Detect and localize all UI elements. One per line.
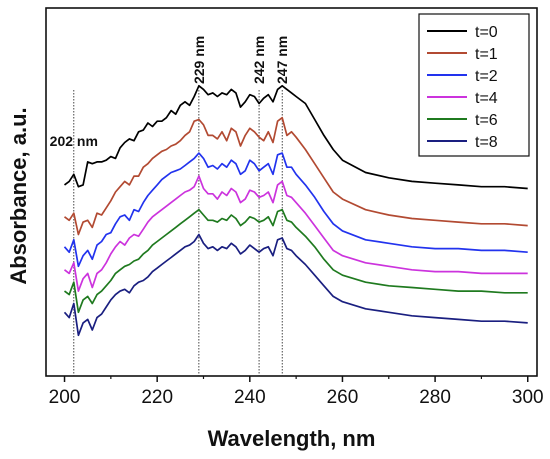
- legend-label: t=1: [475, 46, 498, 63]
- x-tick-label: 300: [512, 387, 544, 408]
- legend-label: t=0: [475, 24, 498, 41]
- x-tick-label: 200: [49, 387, 81, 408]
- series-line-t2: [63, 152, 528, 268]
- legend: t=0 t=1 t=2 t=4 t=6 t=8: [418, 13, 530, 157]
- series-line-t4: [63, 175, 528, 292]
- series-line-t8: [63, 233, 528, 337]
- peak-label: 242 nm: [251, 36, 267, 84]
- peak-label: 247 nm: [274, 36, 290, 84]
- legend-label: t=6: [475, 112, 498, 129]
- series-line-t6: [63, 208, 528, 314]
- series-line-t0: [63, 84, 528, 190]
- x-tick-label: 280: [419, 387, 451, 408]
- plot-frame: [45, 7, 538, 377]
- legend-label: t=8: [475, 134, 498, 151]
- peak-label: 229 nm: [191, 36, 207, 84]
- legend-label: t=2: [475, 68, 498, 85]
- x-tick-label: 260: [327, 387, 359, 408]
- x-tick-label: 240: [234, 387, 266, 408]
- peak-label: 202 nm: [50, 133, 98, 149]
- y-axis-title: Absorbance, a.u.: [6, 107, 31, 284]
- x-axis-title: Wavelength, nm: [208, 426, 376, 451]
- legend-label: t=4: [475, 90, 498, 107]
- x-tick-label: 220: [141, 387, 173, 408]
- x-axis-ticks: 200 220 240 260 280 300: [49, 376, 544, 408]
- series-layer: [63, 84, 528, 337]
- series-line-t1: [63, 116, 528, 236]
- legend-box: [418, 13, 530, 157]
- plot-area-border: [45, 7, 538, 377]
- peak-annotations: 202 nm 229 nm 242 nm 247 nm: [50, 36, 290, 376]
